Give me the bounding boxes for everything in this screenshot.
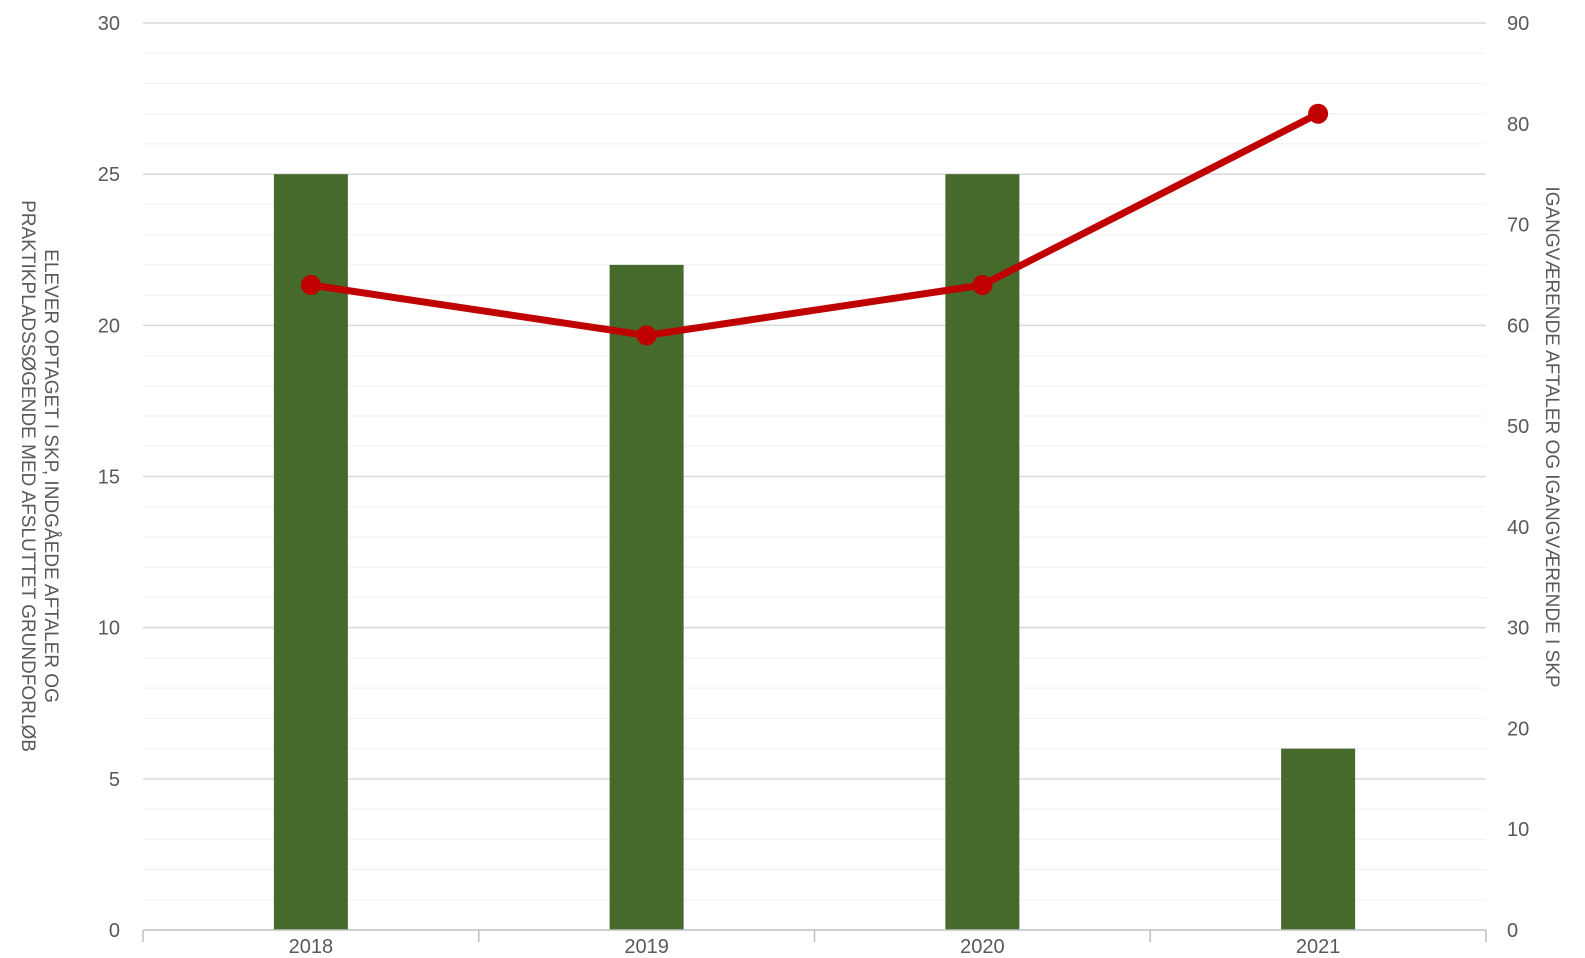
- left-axis-title-line-2: PRAKTIKPLADSSØGENDE MED AFSLUTTET GRUNDF…: [17, 200, 38, 752]
- left-tick-label: 30: [98, 13, 120, 35]
- bar-2020: [945, 174, 1020, 930]
- left-tick-label: 0: [109, 920, 120, 942]
- left-tick-label: 25: [98, 164, 120, 186]
- left-tick-label: 15: [98, 467, 120, 489]
- line-point-2018: [300, 275, 321, 296]
- right-tick-label: 60: [1507, 315, 1529, 337]
- bar-2019: [609, 264, 684, 930]
- axis-layer: [142, 929, 1487, 942]
- right-tick-label: 20: [1507, 718, 1529, 740]
- bar-2021: [1281, 748, 1356, 930]
- left-tick-label: 10: [98, 618, 120, 640]
- grid-layer: [143, 22, 1486, 901]
- bar-2018: [273, 174, 348, 930]
- line-series: [307, 110, 1322, 339]
- line-layer: [300, 103, 1329, 346]
- left-tick-label: 5: [109, 769, 120, 791]
- line-point-2019: [636, 325, 657, 346]
- right-axis-title: IGANGVÆRENDE AFTALER OG IGANGVÆRENDE I S…: [1541, 186, 1562, 687]
- left-tick-label: 20: [98, 315, 120, 337]
- right-tick-label: 50: [1507, 416, 1529, 438]
- line-point-2021: [1308, 103, 1329, 124]
- bar-layer: [273, 174, 1356, 930]
- x-tick-label: 2018: [289, 936, 334, 953]
- x-tick-label: 2019: [624, 936, 669, 953]
- right-tick-label: 80: [1507, 114, 1529, 136]
- line-point-2020: [972, 275, 993, 296]
- left-axis-title-line-1: ELEVER OPTAGET I SKP, INDGÅEDE AFTALER O…: [40, 249, 61, 703]
- right-axis-ticks: 0 10 20 30 40 50 60 70 80 90: [1507, 13, 1529, 942]
- right-tick-label: 0: [1507, 920, 1518, 942]
- x-tick-label: 2021: [1296, 936, 1341, 953]
- left-axis-ticks: 0 5 10 15 20 25 30: [98, 13, 120, 942]
- right-tick-label: 70: [1507, 215, 1529, 237]
- x-tick-label: 2020: [960, 936, 1005, 953]
- right-tick-label: 10: [1507, 819, 1529, 841]
- right-tick-label: 30: [1507, 618, 1529, 640]
- right-tick-label: 40: [1507, 517, 1529, 539]
- right-tick-label: 90: [1507, 13, 1529, 35]
